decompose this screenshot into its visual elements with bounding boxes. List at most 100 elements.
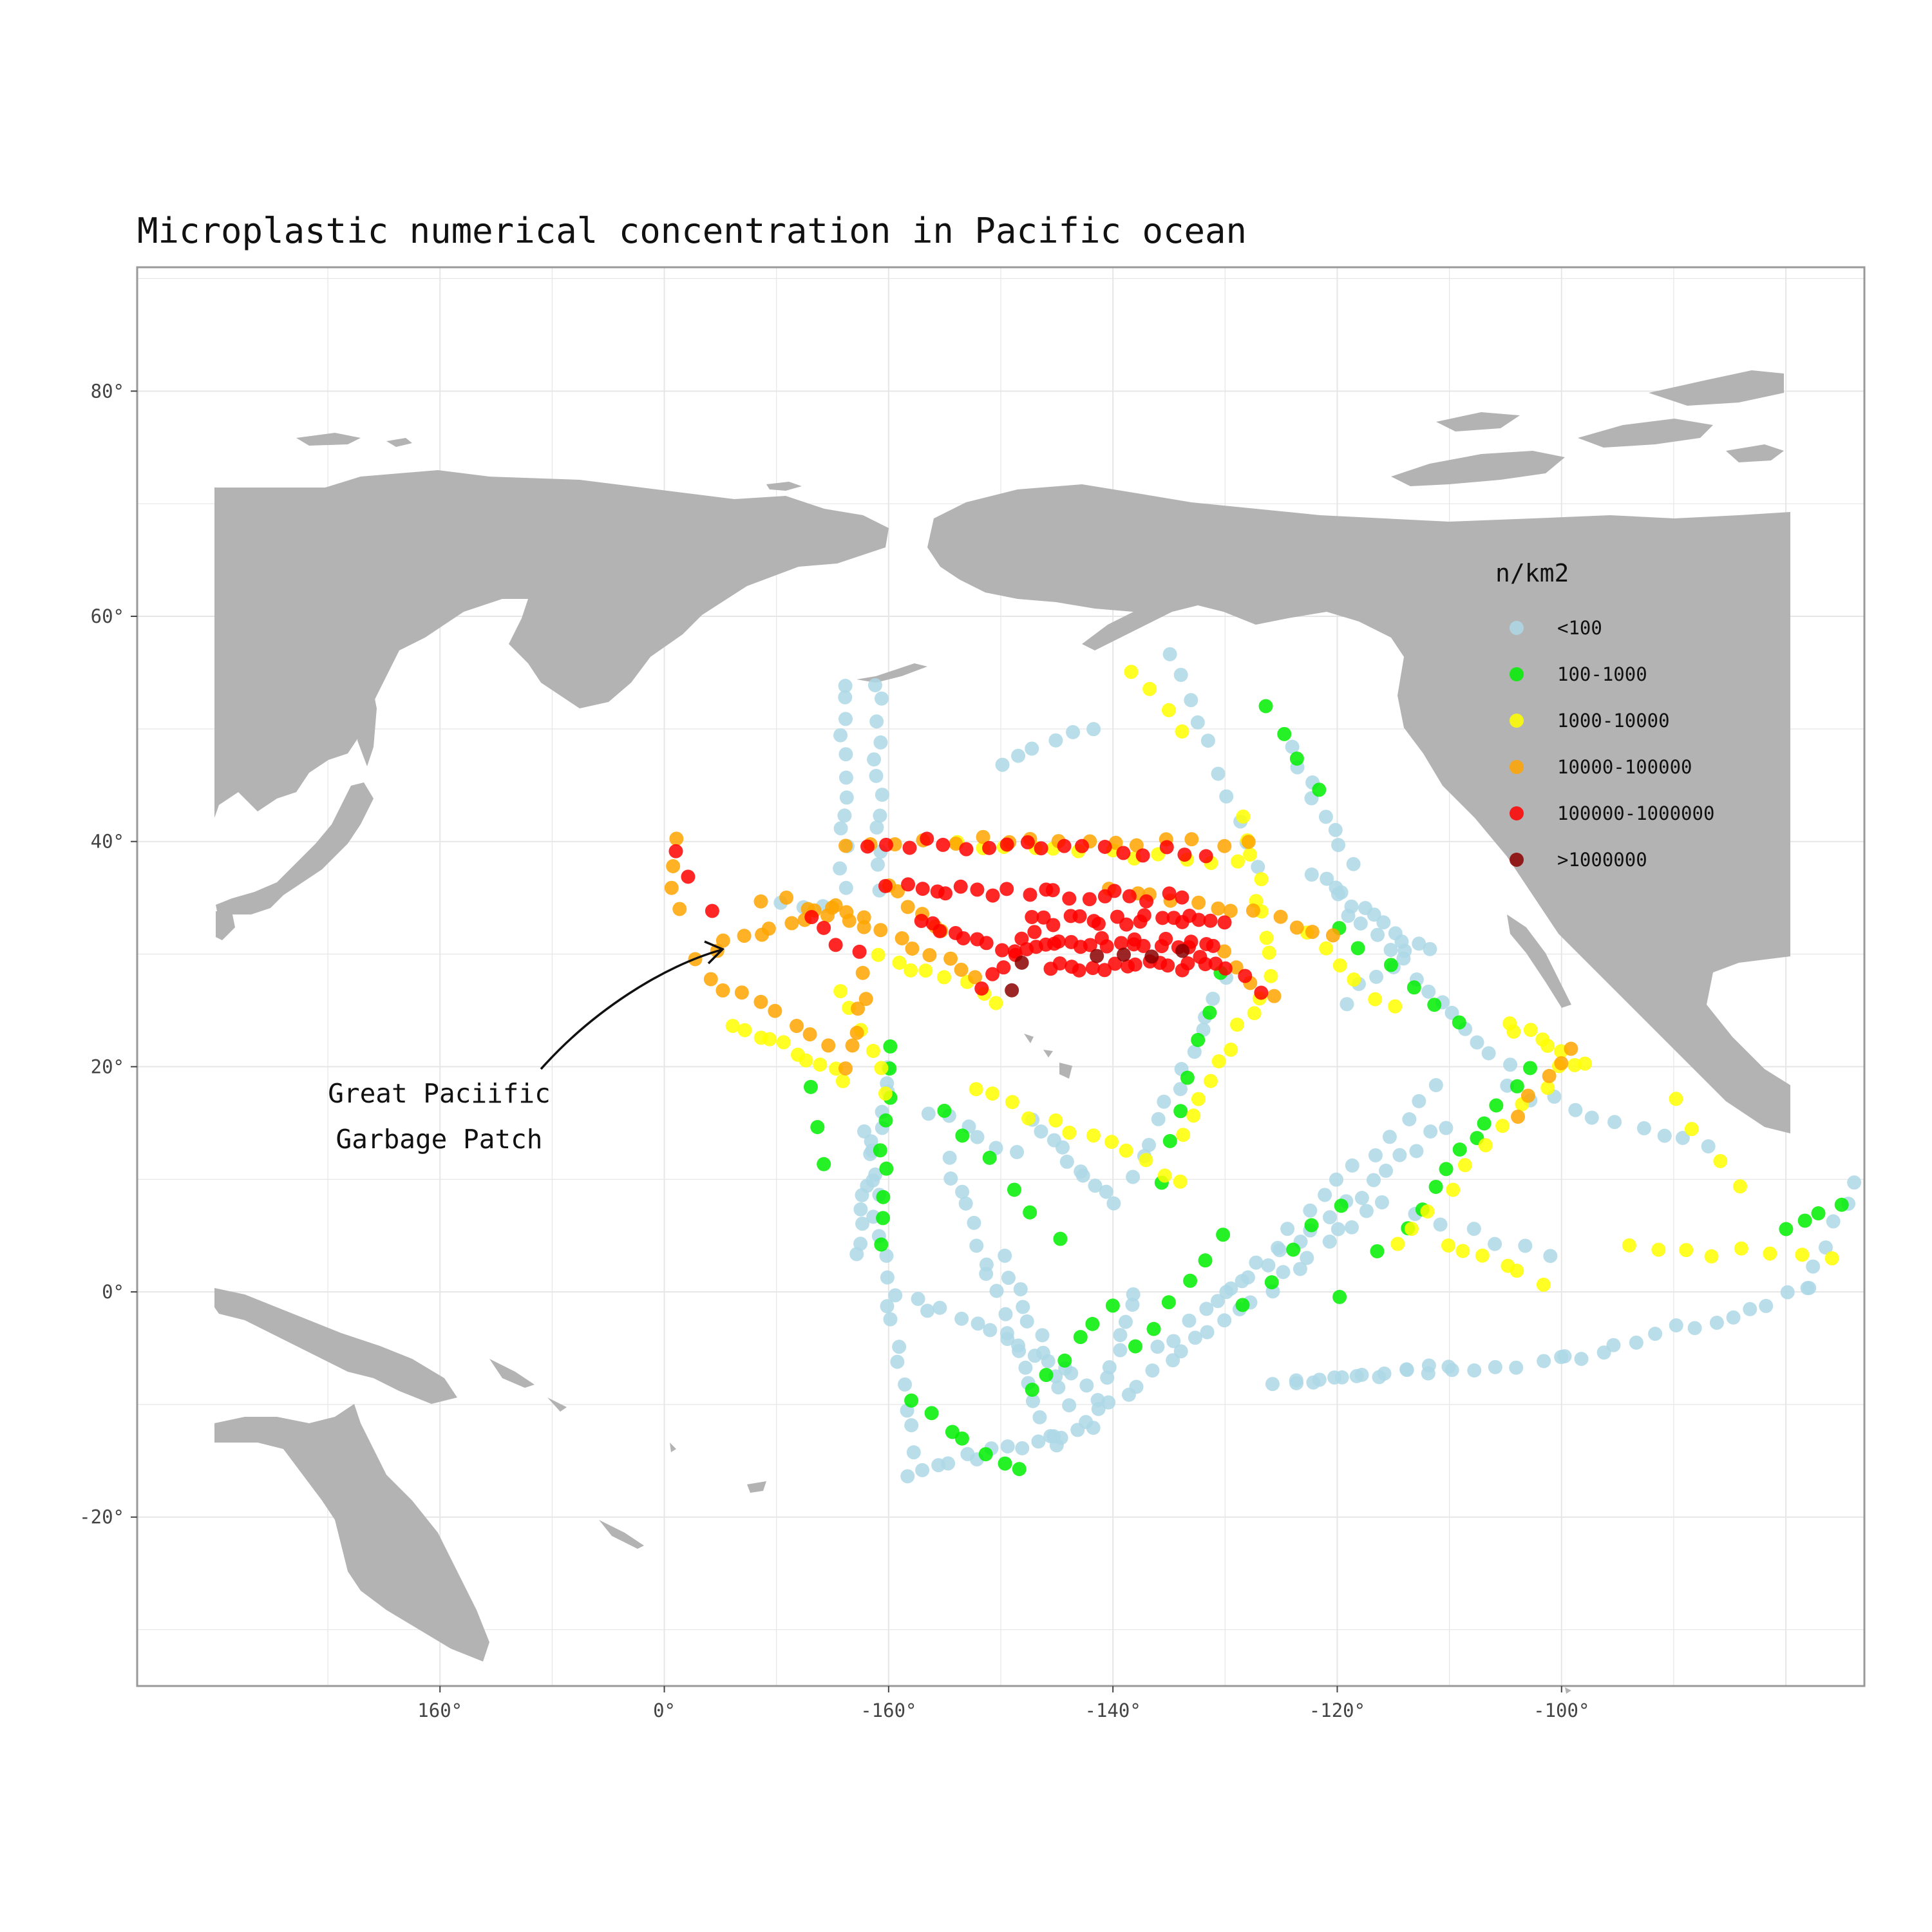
y-tick-label: 80° — [91, 380, 124, 402]
sample-point — [867, 752, 882, 767]
sample-point — [938, 886, 953, 901]
sample-point — [851, 1001, 866, 1016]
sample-point — [1376, 915, 1391, 930]
sample-point — [1657, 1128, 1672, 1143]
sample-point — [1079, 1415, 1094, 1430]
sample-point — [1318, 810, 1333, 824]
sample-point — [1320, 871, 1334, 886]
sample-point — [849, 1247, 864, 1262]
sample-point — [1198, 1253, 1213, 1268]
sample-point — [1052, 956, 1067, 971]
sample-point — [838, 770, 853, 785]
sample-point — [1511, 1110, 1526, 1124]
sample-point — [1217, 838, 1232, 853]
sample-point — [1427, 998, 1442, 1012]
legend-label: 100000-1000000 — [1557, 802, 1714, 824]
sample-point — [1397, 943, 1412, 958]
sample-point — [878, 878, 893, 893]
sample-point — [1190, 715, 1205, 730]
arctic-island-3 — [1649, 370, 1784, 406]
sample-point — [985, 1086, 1000, 1101]
sample-point — [828, 938, 843, 952]
sample-point — [914, 914, 929, 929]
sample-point — [1142, 1137, 1157, 1152]
sample-point — [1200, 1325, 1215, 1340]
sample-point — [943, 1171, 958, 1186]
sample-point — [1797, 1213, 1812, 1228]
sample-point — [1161, 1295, 1176, 1310]
sample-point — [1125, 1297, 1140, 1312]
x-tick-label: -120° — [1309, 1700, 1365, 1721]
sample-point — [1036, 910, 1051, 925]
x-tick-label: -100° — [1533, 1700, 1589, 1721]
x-tick-label: 0° — [653, 1700, 676, 1721]
sample-point — [1161, 703, 1176, 717]
annotation-line-1: Great Paciific — [328, 1078, 551, 1109]
sample-point — [902, 840, 917, 855]
sample-point — [1066, 724, 1081, 739]
sample-point — [855, 1217, 870, 1231]
sample-point — [959, 842, 974, 857]
sample-point — [888, 1288, 903, 1303]
sample-point — [1684, 1122, 1699, 1137]
sample-point — [971, 1316, 985, 1331]
sample-point — [1128, 957, 1142, 972]
sample-point — [1102, 1360, 1117, 1375]
sample-point — [705, 904, 719, 918]
sakhalin-land — [357, 676, 377, 766]
sample-point — [852, 944, 867, 959]
sample-point — [968, 970, 983, 985]
sample-point — [890, 884, 905, 898]
sample-point — [1420, 1204, 1435, 1219]
sample-point — [813, 1057, 828, 1072]
sample-point — [1175, 724, 1189, 739]
sample-point — [1372, 1370, 1387, 1385]
sample-point — [1606, 1338, 1621, 1352]
sample-point — [1629, 1335, 1643, 1350]
sample-point — [901, 877, 916, 892]
sample-point — [874, 691, 889, 706]
sample-point — [870, 857, 885, 872]
sample-point — [1340, 997, 1354, 1012]
sample-point — [1036, 1345, 1050, 1360]
sample-point — [1322, 1234, 1337, 1249]
sample-point — [1523, 1023, 1538, 1037]
sample-point — [999, 837, 1014, 852]
sample-point — [1020, 835, 1035, 849]
legend-label: <100 — [1557, 617, 1602, 639]
sample-point — [1510, 1264, 1524, 1278]
sample-point — [1554, 1350, 1569, 1365]
sample-point — [1176, 1128, 1191, 1142]
sample-point — [1277, 726, 1292, 741]
sample-point — [998, 1248, 1012, 1263]
sample-point — [1433, 1217, 1448, 1232]
sample-point — [1452, 1015, 1466, 1030]
sample-point — [1083, 938, 1097, 952]
sample-point — [1097, 840, 1112, 855]
sample-point — [949, 837, 963, 851]
sample-point — [1025, 1382, 1039, 1397]
sample-point — [1157, 1094, 1171, 1109]
x-axis: 160° 0° -160° -140° -120° -100° — [417, 1686, 1589, 1721]
sample-point — [1119, 917, 1134, 932]
sample-point — [1034, 841, 1048, 856]
sample-point — [953, 879, 968, 894]
sample-point — [1211, 1054, 1226, 1068]
sample-point — [666, 858, 681, 873]
sample-point — [1847, 1175, 1862, 1190]
sample-point — [1383, 942, 1398, 957]
sample-point — [1370, 1244, 1385, 1258]
sample-point — [1540, 1038, 1555, 1053]
sample-point — [995, 943, 1010, 958]
sample-point — [1304, 1218, 1319, 1233]
sample-point — [1177, 848, 1192, 862]
sample-point — [995, 757, 1010, 772]
sample-point — [1198, 849, 1213, 864]
sample-point — [1183, 1273, 1198, 1288]
sample-point — [1200, 734, 1215, 748]
sample-point — [1259, 931, 1274, 945]
sample-point — [1713, 1153, 1728, 1168]
sample-point — [1444, 1005, 1459, 1020]
sample-point — [1106, 1196, 1121, 1211]
sample-point — [753, 994, 768, 1009]
